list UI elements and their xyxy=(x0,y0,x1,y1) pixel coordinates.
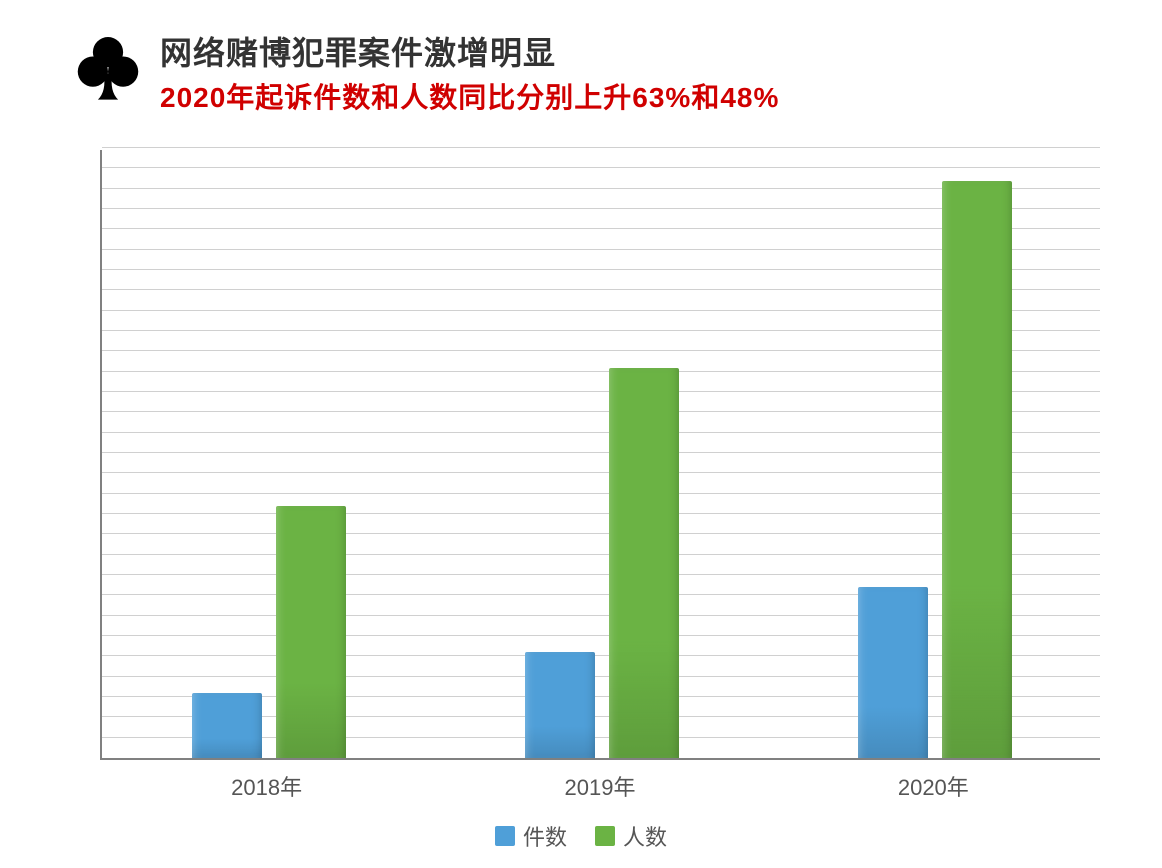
bar-group xyxy=(858,181,1012,758)
x-axis-label: 2018年 xyxy=(187,770,347,802)
gridline xyxy=(102,147,1100,148)
bar xyxy=(525,652,595,758)
x-axis-label: 2020年 xyxy=(853,770,1013,802)
bar-group xyxy=(525,368,679,758)
bar-chart: 2018年2019年2020年 xyxy=(100,150,1100,760)
legend-swatch-1 xyxy=(595,826,615,846)
plot-area xyxy=(100,150,1100,760)
legend-label-0: 件数 xyxy=(523,820,567,852)
legend-label-1: 人数 xyxy=(623,820,667,852)
club-suit-icon xyxy=(72,32,144,104)
x-axis-label: 2019年 xyxy=(520,770,680,802)
title-block: 网络赌博犯罪案件激增明显 2020年起诉件数和人数同比分别上升63%和48% xyxy=(160,28,779,116)
bar xyxy=(858,587,928,758)
bar-group xyxy=(192,506,346,758)
gridline xyxy=(102,167,1100,168)
bar xyxy=(276,506,346,758)
legend-swatch-0 xyxy=(495,826,515,846)
bar xyxy=(942,181,1012,758)
legend-item-series-0: 件数 xyxy=(495,820,567,852)
legend: 件数 人数 xyxy=(0,820,1162,852)
chart-header: 网络赌博犯罪案件激增明显 2020年起诉件数和人数同比分别上升63%和48% xyxy=(72,28,779,116)
legend-item-series-1: 人数 xyxy=(595,820,667,852)
bar xyxy=(192,693,262,758)
bar xyxy=(609,368,679,758)
title-sub: 2020年起诉件数和人数同比分别上升63%和48% xyxy=(160,76,779,116)
title-main: 网络赌博犯罪案件激增明显 xyxy=(160,28,779,74)
